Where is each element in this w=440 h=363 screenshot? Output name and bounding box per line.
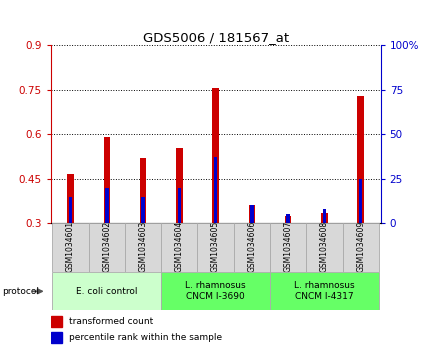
Bar (105, 188, 109, 223)
Bar (249, 205, 255, 223)
Text: GSM1034606: GSM1034606 (247, 221, 257, 272)
Bar (357, 96, 364, 223)
Text: GSM1034601: GSM1034601 (66, 221, 75, 272)
Bar (359, 179, 363, 223)
Bar (140, 158, 147, 223)
Text: GSM1034603: GSM1034603 (139, 221, 147, 272)
Bar (89, 223, 125, 272)
Bar (342, 223, 379, 272)
Text: transformed count: transformed count (69, 317, 153, 326)
Text: GSM1034608: GSM1034608 (320, 221, 329, 272)
Bar (285, 216, 291, 223)
Bar (51, 332, 62, 343)
Bar (52, 272, 161, 310)
Bar (176, 148, 183, 223)
Bar (234, 223, 270, 272)
Bar (177, 188, 181, 223)
Bar (270, 223, 306, 272)
Bar (51, 316, 62, 327)
Bar (323, 209, 326, 223)
Bar (250, 205, 254, 223)
Bar (103, 137, 110, 223)
Text: GSM1034604: GSM1034604 (175, 221, 184, 272)
Bar (321, 213, 328, 223)
Bar (141, 197, 145, 223)
Text: GSM1034602: GSM1034602 (103, 221, 111, 272)
Text: GSM1034605: GSM1034605 (211, 221, 220, 272)
Bar (286, 214, 290, 223)
Bar (270, 272, 379, 310)
Text: protocol: protocol (2, 287, 39, 296)
Bar (198, 223, 234, 272)
Text: L. rhamnosus
CNCM I-3690: L. rhamnosus CNCM I-3690 (185, 281, 246, 301)
Text: E. coli control: E. coli control (76, 287, 138, 296)
Text: L. rhamnosus
CNCM I-4317: L. rhamnosus CNCM I-4317 (294, 281, 355, 301)
Bar (161, 272, 270, 310)
Bar (67, 174, 74, 223)
Text: GSM1034609: GSM1034609 (356, 221, 365, 272)
Bar (69, 197, 72, 223)
Bar (213, 88, 219, 223)
Title: GDS5006 / 181567_at: GDS5006 / 181567_at (143, 31, 289, 44)
Bar (306, 223, 342, 272)
Bar (214, 158, 217, 223)
Text: GSM1034607: GSM1034607 (284, 221, 293, 272)
Bar (125, 223, 161, 272)
Bar (161, 223, 198, 272)
Bar (52, 223, 89, 272)
Text: percentile rank within the sample: percentile rank within the sample (69, 333, 222, 342)
